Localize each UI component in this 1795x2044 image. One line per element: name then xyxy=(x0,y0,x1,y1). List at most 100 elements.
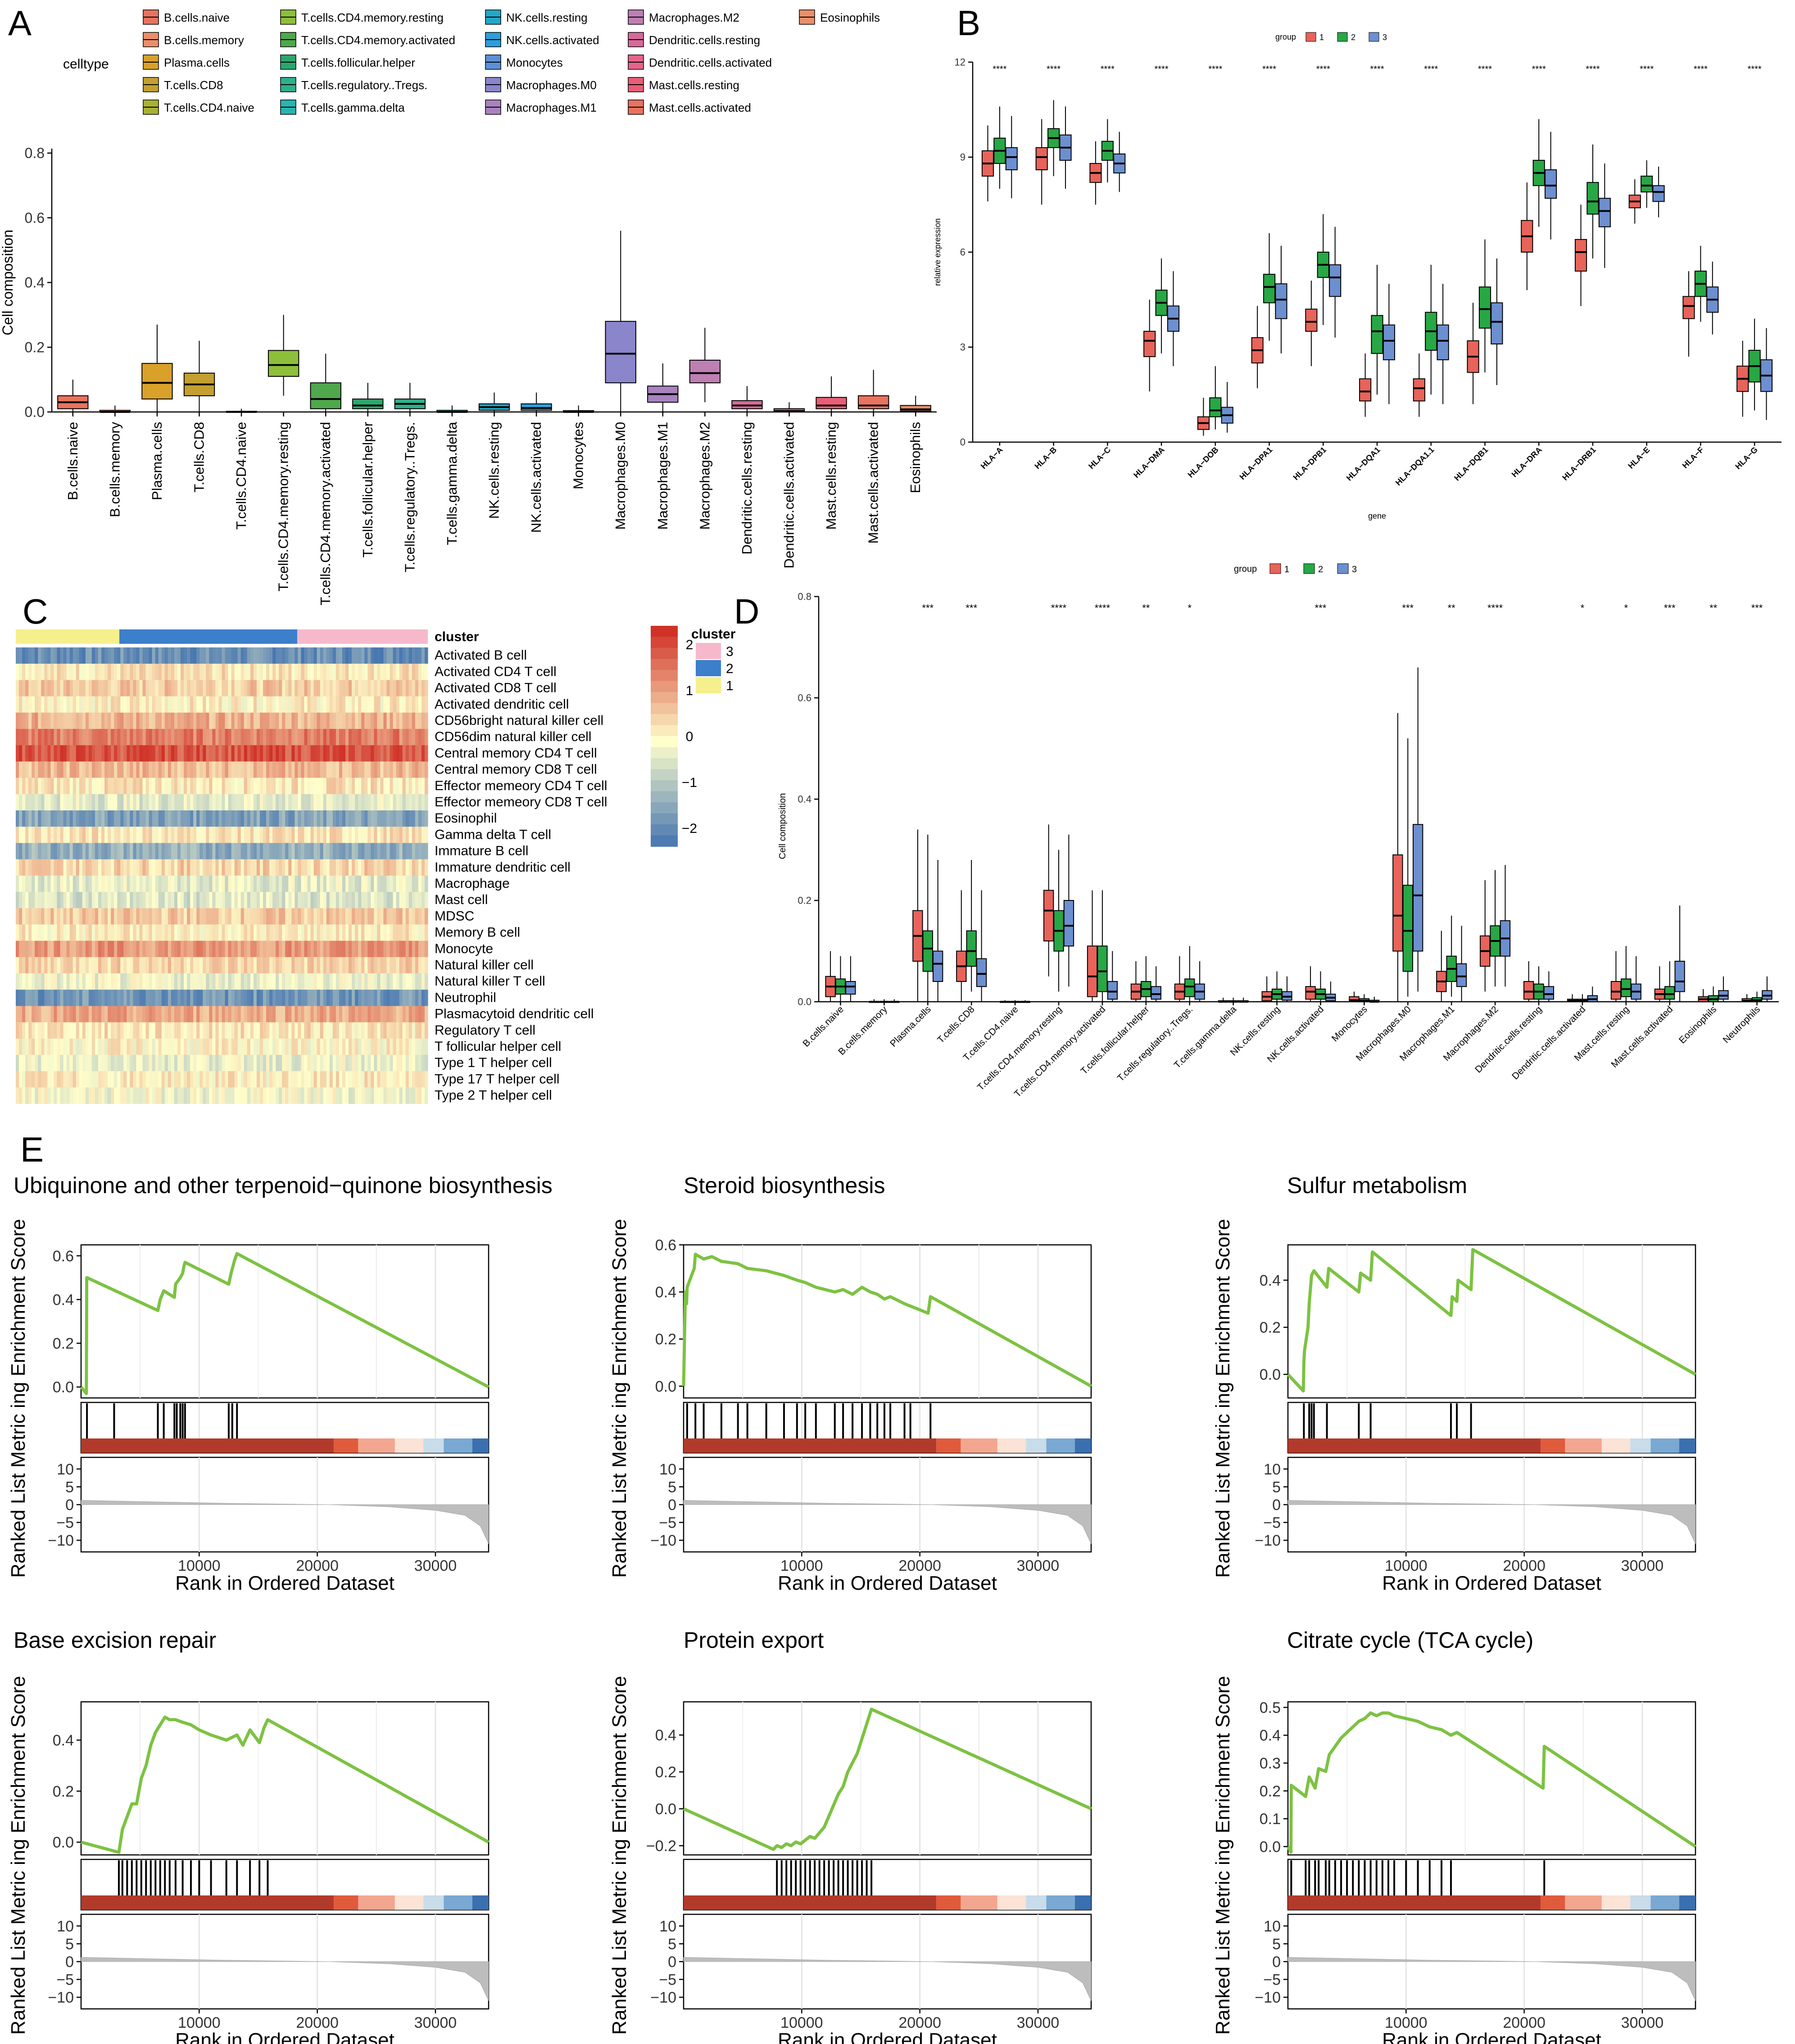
heatmap-cell xyxy=(349,1038,352,1055)
heatmap-cell xyxy=(38,680,41,696)
heatmap-cell xyxy=(98,1087,102,1104)
heatmap-cell xyxy=(317,647,321,664)
heatmap-cell xyxy=(161,957,165,974)
heatmap-cell xyxy=(386,794,390,811)
heatmap-cell xyxy=(199,794,203,811)
heatmap-cell xyxy=(399,761,403,778)
heatmap-cell xyxy=(285,761,289,778)
heatmap-cell xyxy=(41,827,45,843)
heatmap-cell xyxy=(390,957,394,974)
heatmap-cell xyxy=(91,843,95,859)
heatmap-cell xyxy=(272,1006,276,1022)
heatmap-cell xyxy=(237,908,241,925)
heatmap-cell xyxy=(256,1006,260,1022)
panel-a-y-tick-label: 0.4 xyxy=(25,275,45,291)
heatmap-cell xyxy=(367,794,371,811)
heatmap-cell xyxy=(282,875,286,892)
gsea-1-strip-segment xyxy=(684,1438,937,1453)
heatmap-cell xyxy=(120,1022,124,1039)
heatmap-cell xyxy=(174,908,178,925)
heatmap-cell xyxy=(415,647,419,664)
heatmap-cell xyxy=(136,664,140,680)
heatmap-cell xyxy=(231,761,235,778)
panel-b-x-label: gene xyxy=(1368,511,1386,520)
heatmap-cell xyxy=(142,1038,146,1055)
heatmap-cell xyxy=(339,875,343,892)
heatmap-cell xyxy=(35,957,38,974)
heatmap-cell xyxy=(76,875,80,892)
panel-a-x-tick-label: Dendritic.cells.activated xyxy=(781,422,797,569)
heatmap-cell xyxy=(76,810,80,827)
heatmap-cell xyxy=(133,680,137,696)
heatmap-cell xyxy=(342,696,346,713)
heatmap-cell xyxy=(177,1087,181,1104)
gsea-2-x-tick-label: 30000 xyxy=(1621,1557,1664,1574)
heatmap-cell xyxy=(127,745,130,762)
heatmap-cell xyxy=(234,941,238,958)
heatmap-cell xyxy=(123,664,127,680)
heatmap-cell xyxy=(184,957,187,974)
heatmap-cell xyxy=(130,712,134,729)
heatmap-cell xyxy=(47,712,51,729)
heatmap-cell xyxy=(390,1038,394,1055)
heatmap-cell xyxy=(408,859,412,876)
heatmap-cell xyxy=(63,859,67,876)
panel-a-x-tick-label: T.cells.CD4.memory.resting xyxy=(276,422,291,592)
heatmap-cell xyxy=(127,810,130,827)
heatmap-cell xyxy=(383,1087,387,1104)
heatmap-cell xyxy=(196,664,200,680)
heatmap-cell xyxy=(326,1038,330,1055)
heatmap-cell xyxy=(418,761,422,778)
heatmap-cell xyxy=(298,1006,302,1022)
heatmap-cell xyxy=(374,664,377,680)
heatmap-scale-segment xyxy=(651,747,678,759)
heatmap-cell xyxy=(174,924,178,941)
heatmap-cell xyxy=(408,892,412,909)
heatmap-cell xyxy=(44,908,48,925)
heatmap-cell xyxy=(171,1055,175,1072)
heatmap-cell xyxy=(231,712,235,729)
heatmap-cell xyxy=(164,827,168,843)
heatmap-cell xyxy=(130,794,134,811)
heatmap-cell xyxy=(69,973,73,990)
heatmap-cell xyxy=(25,892,29,909)
heatmap-cell xyxy=(117,647,121,664)
heatmap-cell xyxy=(339,1022,343,1039)
heatmap-cell xyxy=(161,827,165,843)
heatmap-cell xyxy=(421,973,425,990)
heatmap-cell xyxy=(168,647,172,664)
heatmap-cell xyxy=(139,892,143,909)
heatmap-cell xyxy=(142,908,146,925)
heatmap-cell xyxy=(181,924,184,941)
heatmap-cell xyxy=(402,680,406,696)
heatmap-cell xyxy=(139,1006,143,1022)
heatmap-cell xyxy=(256,1055,260,1072)
heatmap-cell xyxy=(317,761,321,778)
heatmap-cell xyxy=(288,843,292,859)
heatmap-cell xyxy=(177,712,181,729)
heatmap-row-label: Immature dendritic cell xyxy=(435,860,571,875)
heatmap-cell xyxy=(123,973,127,990)
heatmap-cell xyxy=(88,729,92,746)
heatmap-cell xyxy=(386,941,390,958)
heatmap-cell xyxy=(171,827,175,843)
heatmap-cell xyxy=(380,941,384,958)
heatmap-cell xyxy=(295,1022,299,1039)
heatmap-cell xyxy=(203,957,206,974)
heatmap-cell xyxy=(199,1071,203,1088)
heatmap-cell xyxy=(215,843,219,859)
heatmap-cell xyxy=(25,778,29,795)
heatmap-cell xyxy=(285,664,289,680)
heatmap-cell xyxy=(66,761,70,778)
panel-a-y-tick-label: 0.8 xyxy=(25,145,45,161)
panel-e-gsea: Ubiquinone and other terpenoid−quinone b… xyxy=(7,1173,1696,2044)
heatmap-cell xyxy=(28,761,32,778)
heatmap-cell xyxy=(57,843,61,859)
heatmap-cell xyxy=(329,696,333,713)
heatmap-cell xyxy=(35,990,38,1006)
heatmap-cell xyxy=(136,892,140,909)
heatmap-cell xyxy=(412,1038,416,1055)
heatmap-cell xyxy=(390,712,394,729)
heatmap-cell xyxy=(108,761,111,778)
